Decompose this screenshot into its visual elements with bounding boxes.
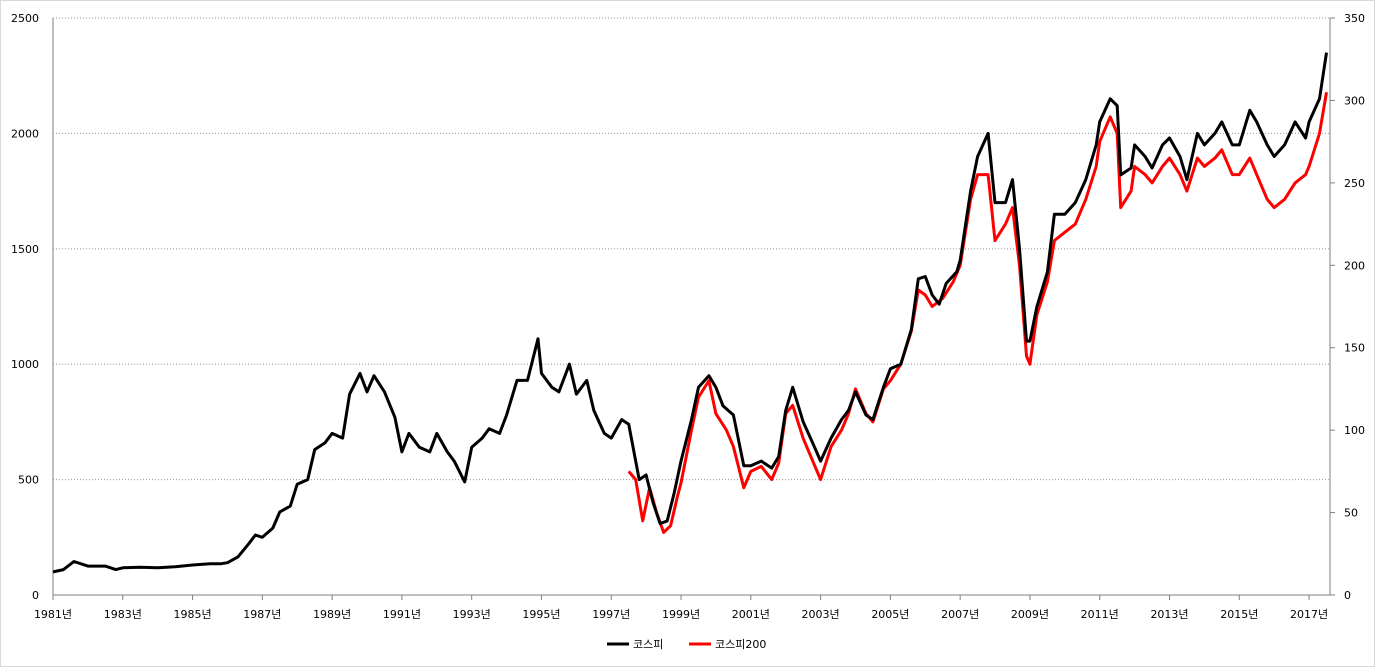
y-left-tick-label: 1000	[11, 358, 39, 371]
y-left-tick-label: 500	[18, 474, 39, 487]
x-tick-label: 1981년	[34, 608, 72, 621]
x-tick-label: 1983년	[104, 608, 142, 621]
series-lines	[52, 52, 1328, 574]
x-tick-label: 1991년	[383, 608, 421, 621]
y-right-tick-label: 350	[1344, 12, 1365, 25]
y-left-tick-label: 0	[32, 589, 39, 602]
x-tick-label: 2017년	[1290, 608, 1328, 621]
x-tick-label: 1989년	[313, 608, 351, 621]
x-tick-label: 1993년	[453, 608, 491, 621]
x-tick-label: 2013년	[1150, 608, 1188, 621]
y-left-tick-label: 2500	[11, 12, 39, 25]
x-tick-label: 2015년	[1220, 608, 1258, 621]
y-right-tick-label: 50	[1344, 507, 1358, 520]
y-left-tick-label: 1500	[11, 243, 39, 256]
x-tick-label: 1985년	[174, 608, 212, 621]
x-tick-label: 1997년	[592, 608, 630, 621]
y-right-tick-label: 200	[1344, 259, 1365, 272]
gridlines	[53, 17, 1330, 481]
legend-label-kospi: 코스피	[633, 638, 663, 651]
y-right-tick-label: 250	[1344, 177, 1365, 190]
x-tick-label: 1999년	[662, 608, 700, 621]
y-right-tick-label: 0	[1344, 589, 1351, 602]
x-tick-label: 2007년	[941, 608, 979, 621]
y-right-tick-label: 150	[1344, 342, 1365, 355]
x-tick-label: 2011년	[1081, 608, 1119, 621]
legend: 코스피 코스피200	[607, 638, 766, 651]
x-tick-label: 2009년	[1011, 608, 1049, 621]
x-tick-label: 1995년	[522, 608, 560, 621]
legend-label-kospi200: 코스피200	[715, 638, 766, 651]
x-tick-label: 2003년	[802, 608, 840, 621]
y-left-tick-label: 2000	[11, 127, 39, 140]
series-line-kospi200	[627, 91, 1328, 534]
axes: 0 500 1000 1500 2000 2500 0 50 100 150 200 250 300 35…	[11, 12, 1365, 621]
y-right-tick-label: 300	[1344, 94, 1365, 107]
x-tick-label: 2001년	[732, 608, 770, 621]
y-right-tick-label: 100	[1344, 424, 1365, 437]
series-line-kospi	[52, 52, 1328, 574]
x-tick-label: 1987년	[243, 608, 281, 621]
x-tick-label: 2005년	[871, 608, 909, 621]
